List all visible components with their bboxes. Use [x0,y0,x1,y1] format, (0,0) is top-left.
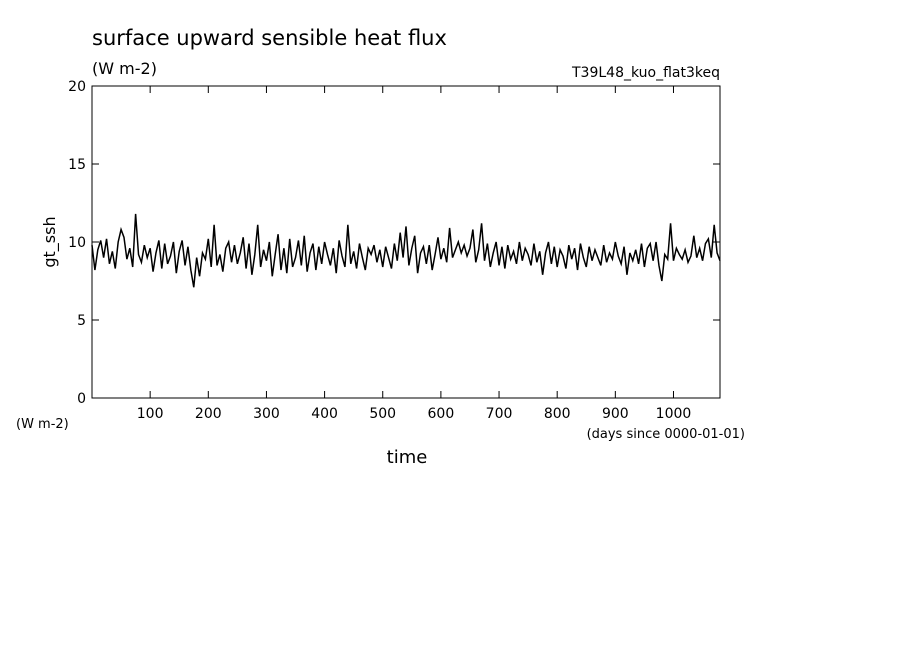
x-tick-label: 500 [369,406,396,422]
x-tick-label: 800 [544,406,571,422]
x-tick-label: 300 [253,406,280,422]
annotation: T39L48_kuo_flat3keq [571,65,720,81]
data-line [91,213,721,288]
x-tick-label: 1000 [656,406,692,422]
chart-subtitle: (W m-2) [92,59,157,78]
x-tick-label: 900 [602,406,629,422]
y-tick-label: 5 [77,313,86,329]
y-tick-label: 10 [68,235,86,251]
y-tick-label: 0 [77,391,86,407]
x-tick-label: 600 [428,406,455,422]
chart-title: surface upward sensible heat flux [92,26,447,50]
x-tick-label: 200 [195,406,222,422]
y-axis-label: gt_ssh [40,216,60,267]
y-axis-unit: (W m-2) [16,417,69,432]
x-tick-label: 700 [486,406,513,422]
x-axis-unit: (days since 0000-01-01) [587,427,745,442]
x-axis-label: time [387,447,428,468]
x-tick-label: 100 [137,406,164,422]
x-tick-label: 400 [311,406,338,422]
y-tick-label: 15 [68,157,86,173]
y-tick-label: 20 [68,79,86,95]
